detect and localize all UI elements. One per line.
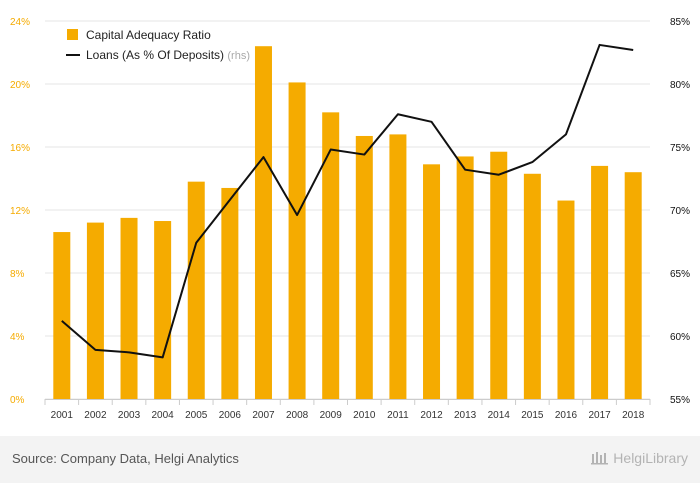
x-tick-label: 2003 xyxy=(118,410,141,421)
bar-2015 xyxy=(523,173,541,399)
bar-2017 xyxy=(591,165,609,399)
y-left-tick-label: 20% xyxy=(10,80,30,91)
y-right-tick-label: 80% xyxy=(670,80,690,91)
legend-label-rhs-suffix: (rhs) xyxy=(227,50,250,62)
y-left-tick-label: 16% xyxy=(10,143,30,154)
bar-2004 xyxy=(154,221,172,399)
x-tick-label: 2005 xyxy=(185,410,208,421)
y-left-tick-label: 4% xyxy=(10,332,25,343)
bar-2018 xyxy=(624,172,642,399)
x-tick-label: 2009 xyxy=(320,410,343,421)
brand-logo: HelgiLibrary xyxy=(591,450,688,466)
bar-2014 xyxy=(490,151,508,399)
x-tick-label: 2018 xyxy=(622,410,645,421)
bar-2001 xyxy=(53,232,71,399)
y-right-tick-label: 55% xyxy=(670,395,690,406)
x-tick-label: 2017 xyxy=(588,410,611,421)
x-tick-label: 2016 xyxy=(555,410,578,421)
brand-name: HelgiLibrary xyxy=(613,450,688,466)
x-tick-label: 2001 xyxy=(51,410,74,421)
bar-2011 xyxy=(389,134,407,399)
bar-2009 xyxy=(322,112,340,399)
legend-swatch-capital-adequacy xyxy=(67,29,78,40)
x-tick-label: 2007 xyxy=(252,410,275,421)
y-left-tick-label: 12% xyxy=(10,206,30,217)
legend-label-capital-adequacy: Capital Adequacy Ratio xyxy=(86,28,211,42)
x-tick-label: 2011 xyxy=(387,410,409,421)
line-loans-to-deposits xyxy=(61,43,634,359)
x-tick-label: 2014 xyxy=(488,410,511,421)
bar-2016 xyxy=(557,200,575,399)
y-right-tick-label: 65% xyxy=(670,269,690,280)
y-left-tick-label: 8% xyxy=(10,269,25,280)
y-right-tick-label: 85% xyxy=(670,17,690,28)
library-icon xyxy=(591,452,609,465)
bar-2005 xyxy=(187,181,205,399)
bar-2007 xyxy=(254,46,272,399)
bar-2003 xyxy=(120,217,138,399)
bar-2002 xyxy=(86,222,104,399)
footer: Source: Company Data, Helgi Analytics He… xyxy=(0,436,700,483)
x-tick-label: 2008 xyxy=(286,410,309,421)
y-left-tick-label: 0% xyxy=(10,395,25,406)
chart: 0% 4% 8% 12% 16% 20% 24% 55% 60% 65% 70% 75% 80% 85% 2… xyxy=(10,17,690,421)
y-right-tick-label: 60% xyxy=(670,332,690,343)
bar-2008 xyxy=(288,82,306,400)
x-tick-label: 2004 xyxy=(152,410,175,421)
legend-label-loans: Loans (As % Of Deposits) (rhs) xyxy=(86,48,250,62)
x-tick-label: 2013 xyxy=(454,410,477,421)
bar-2006 xyxy=(221,187,239,399)
x-tick-label: 2012 xyxy=(420,410,443,421)
x-tick-label: 2015 xyxy=(521,410,544,421)
y-right-tick-label: 70% xyxy=(670,206,690,217)
y-left-tick-label: 24% xyxy=(10,17,30,28)
bar-2010 xyxy=(355,135,373,399)
x-tick-label: 2010 xyxy=(353,410,376,421)
y-right-tick-label: 75% xyxy=(670,143,690,154)
source-note: Source: Company Data, Helgi Analytics xyxy=(12,451,239,466)
x-tick-label: 2002 xyxy=(84,410,107,421)
bar-2012 xyxy=(423,164,441,399)
bar-2013 xyxy=(456,156,474,399)
x-tick-label: 2006 xyxy=(219,410,242,421)
